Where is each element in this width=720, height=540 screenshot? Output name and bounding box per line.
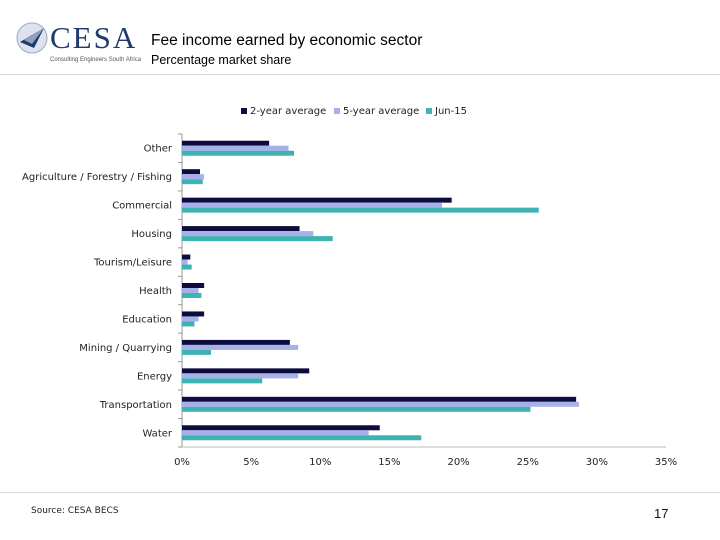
bar-3 [182,179,203,185]
bar-2 [182,231,314,237]
bar-2 [182,259,188,265]
legend-swatch [334,108,340,114]
bar-2 [182,430,369,436]
category-label: Commercial [112,201,172,212]
legend-swatch [241,108,247,114]
category-label: Water [142,428,172,439]
bar-3 [182,150,295,156]
bar-2 [182,373,299,379]
x-tick-label: 15% [378,457,400,468]
category-label: Housing [131,229,172,240]
bar-1 [182,197,452,203]
bar-2 [182,202,442,208]
bar-3 [182,435,422,441]
page-title: Fee income earned by economic sector [151,32,423,49]
footer-divider [0,492,720,493]
cesa-logo-icon [16,22,48,54]
logo-text: CESA [50,20,138,55]
x-tick-label: 30% [586,457,608,468]
bar-3 [182,406,531,412]
bar-1 [182,311,205,317]
bar-3 [182,236,333,242]
bar-2 [182,288,199,293]
bar-3 [182,349,212,355]
x-tick-label: 10% [309,457,331,468]
category-label: Other [144,144,173,155]
legend-label: 2-year average [250,106,326,117]
category-label: Transportation [99,400,172,411]
bar-1 [182,254,191,260]
bar-3 [182,207,539,213]
x-tick-label: 35% [655,457,677,468]
category-label: Education [122,314,172,325]
bar-1 [182,368,310,374]
legend-swatch [426,108,432,114]
bar-1 [182,339,290,345]
cesa-logo: CESA Consulting Engineers South Africa [14,18,142,68]
bar-1 [182,140,270,146]
bar-1 [182,226,300,232]
category-label: Agriculture / Forestry / Fishing [22,172,172,183]
legend-label: Jun-15 [434,106,467,117]
category-label: Tourism/Leisure [93,258,172,269]
bar-2 [182,145,289,151]
category-label: Energy [137,371,172,382]
bar-1 [182,283,205,288]
legend-label: 5-year average [343,106,419,117]
category-label: Health [139,286,172,297]
x-tick-label: 20% [447,457,469,468]
page-subtitle: Percentage market share [151,53,292,67]
bar-3 [182,293,202,298]
bar-2 [182,316,199,322]
page-number: 17 [654,506,669,521]
bar-1 [182,425,380,431]
category-label: Mining / Quarrying [79,343,172,354]
bar-3 [182,321,195,327]
x-tick-label: 5% [243,457,259,468]
bar-2 [182,344,299,350]
bar-2 [182,401,579,407]
header-divider [0,74,720,75]
x-tick-label: 0% [174,457,190,468]
bar-2 [182,174,205,180]
bar-1 [182,169,200,175]
x-tick-label: 25% [517,457,539,468]
bar-1 [182,396,577,402]
bar-3 [182,378,263,384]
logo-tagline: Consulting Engineers South Africa [50,57,142,63]
bar-3 [182,264,192,270]
source-note: Source: CESA BECS [31,506,119,516]
bar-chart: 0% 5% 10% 15% 20% 25% 30% 35% Other Agriculture /… [22,106,677,468]
